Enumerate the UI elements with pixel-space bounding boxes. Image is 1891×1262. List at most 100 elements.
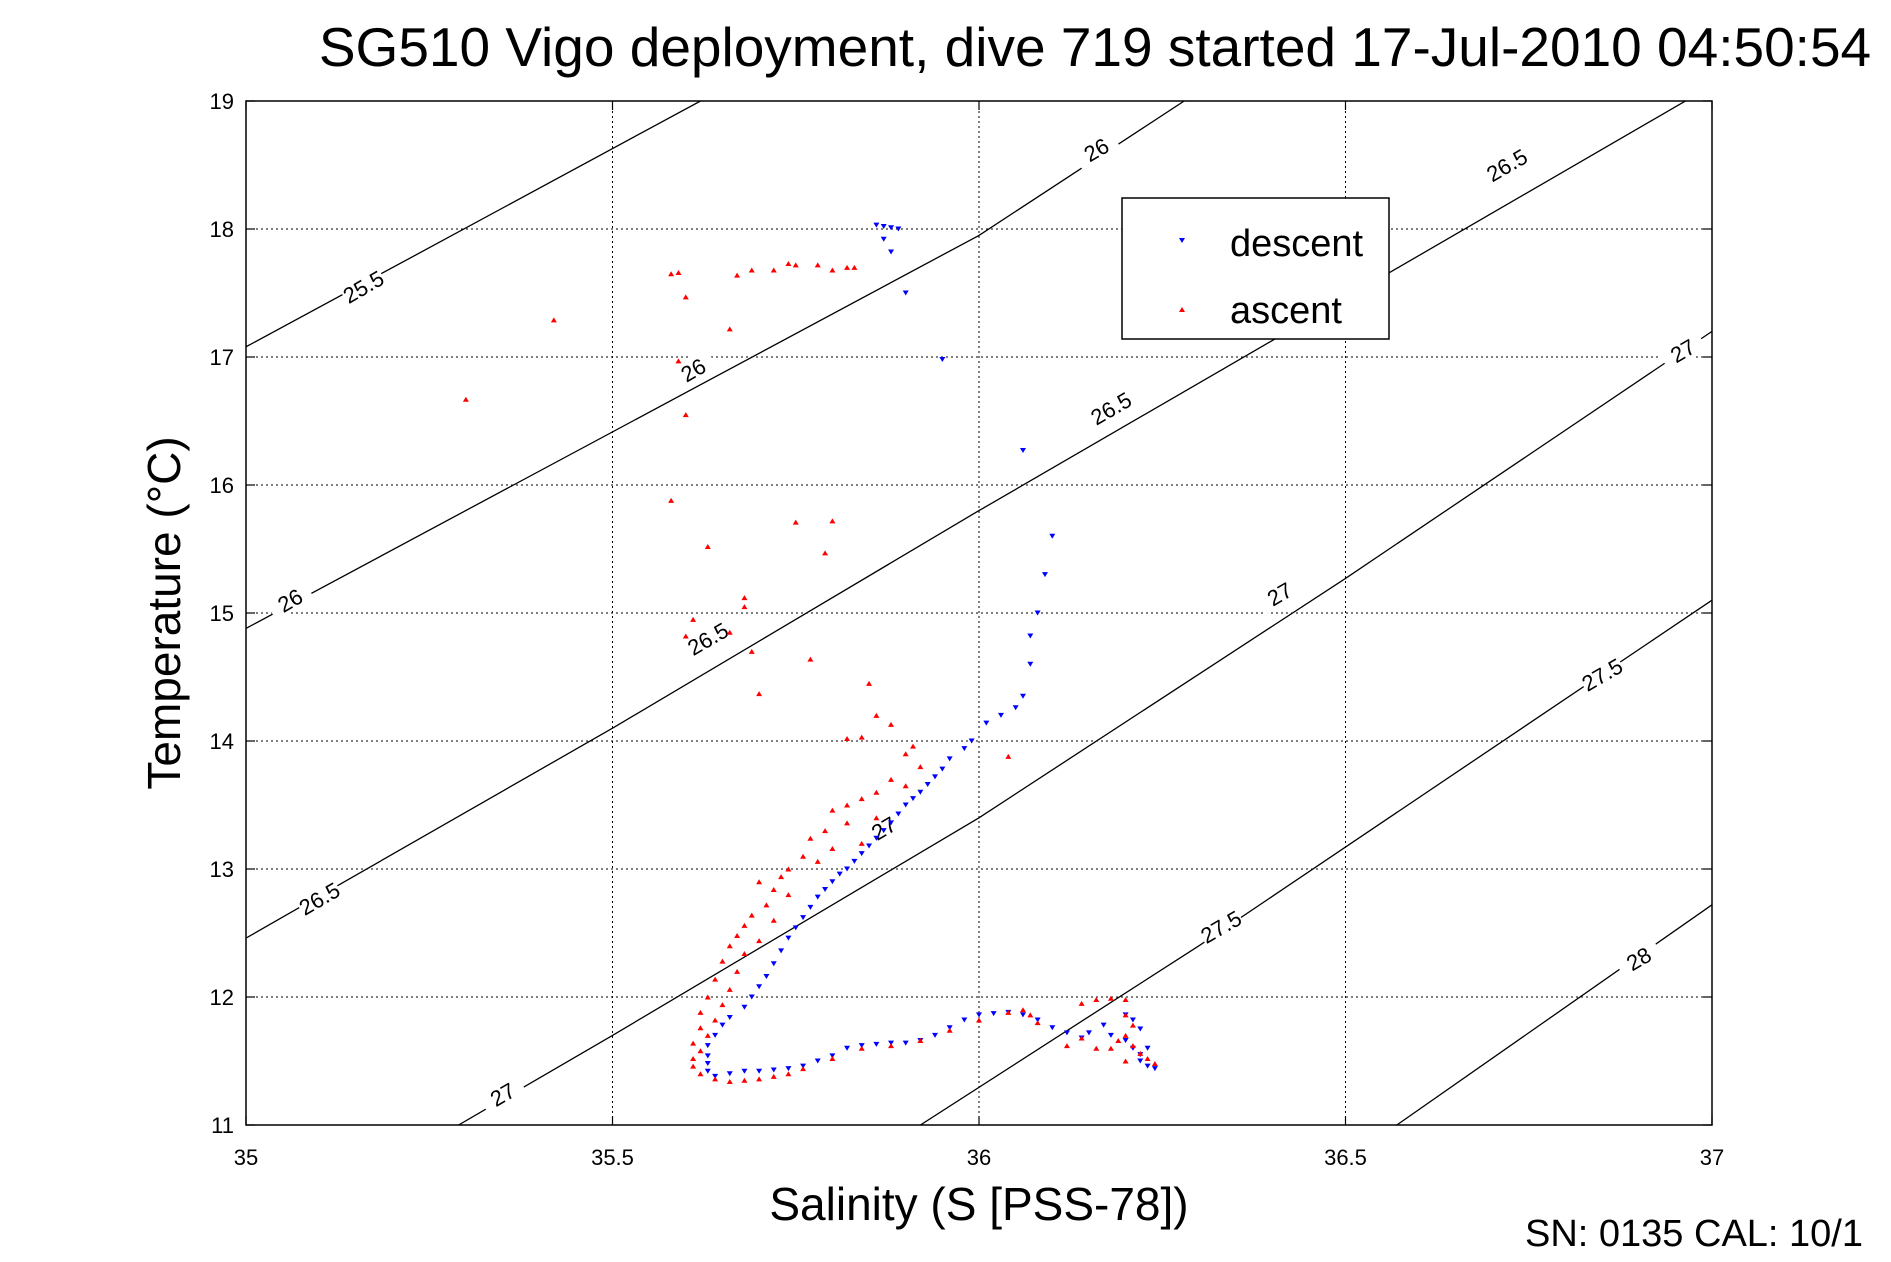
ascent-point [792,519,799,525]
descent-point [873,835,880,841]
ascent-point [1115,1038,1122,1044]
ascent-point [1093,997,1100,1003]
descent-point [1027,633,1034,639]
ascent-point [844,735,851,741]
ascent-point [785,866,792,872]
ascent-point [873,712,880,718]
descent-point [939,766,946,772]
descent-point [756,1068,763,1074]
ascent-point [726,326,733,332]
descent-point [1122,1038,1129,1044]
ascent-point [770,917,777,923]
descent-point [763,974,770,980]
ascent-point [1151,1061,1158,1067]
ascent-point [902,783,909,789]
ascent-point [844,802,851,808]
contour-label-bg [858,805,909,849]
descent-point [1100,1022,1107,1028]
ascent-point [697,1071,704,1077]
descent-point [1049,1025,1056,1031]
ascent-point [829,518,836,524]
descent-point [844,866,851,872]
ascent-point [704,1032,711,1038]
contour-line [458,330,1712,1125]
ascent-point [785,1071,792,1077]
descent-point [983,720,990,726]
descent-point [814,1058,821,1064]
ascent-point [976,1017,982,1023]
ascent-point [770,267,777,273]
ascent-point [704,994,711,1000]
descent-point [1034,1017,1041,1023]
descent-point [888,225,895,231]
contour-label-bg [667,347,718,391]
descent-point [704,1061,711,1067]
ascent-point [858,734,865,740]
ascent-point [668,497,675,503]
ascent-point [668,271,675,277]
contour-label-bg [337,264,388,308]
ascent-point [748,267,755,273]
contour-label-bg [682,616,733,660]
descent-point [1049,533,1056,539]
ascent-point [858,1045,865,1051]
ascent-point [741,922,748,928]
descent-point [844,1045,851,1051]
ascent-point [814,262,821,268]
ascent-point [1107,1045,1114,1051]
ascent-point [1078,1035,1085,1041]
ascent-point [697,1009,704,1015]
ascent-point [682,633,689,639]
ascent-point [829,1055,836,1061]
contour-label-bg [264,577,315,621]
descent-point [873,1041,880,1047]
contour-label: 26.5 [295,877,345,920]
y-tick-label: 11 [211,1113,234,1138]
descent-point [1151,1066,1158,1072]
ascent-point [697,1048,704,1054]
footer-sn-cal: SN: 0135 CAL: 10/1 [1525,1213,1863,1255]
descent-point [726,1014,733,1020]
ascent-point [873,815,880,821]
ascent-point [726,986,733,992]
contour-label: 26.5 [683,618,733,661]
ascent-point [917,1038,924,1044]
descent-point [1027,661,1034,667]
plot-area: 25.526262626.526.526.526.52727272727.527… [210,89,1725,1170]
ascent-point [741,604,748,610]
ascent-point [858,796,865,802]
ascent-point [462,396,469,402]
ascent-point [1078,1000,1085,1006]
ascent-point [1093,1045,1100,1051]
ascent-point [748,912,755,918]
ascent-point [807,835,814,841]
ascent-point [1137,1050,1144,1056]
ascent-point [770,886,777,892]
contour-line [246,101,1687,939]
ascent-point [1129,1022,1136,1028]
legend-ascent-marker [1179,307,1185,312]
ascent-point [748,648,755,654]
descent-point [946,756,953,762]
ascent-point [1005,1009,1012,1015]
contour-line [1396,904,1712,1125]
ascent-point [807,656,814,662]
contour-label: 27.5 [1578,653,1628,696]
y-tick-label: 14 [210,729,234,754]
ascent-point [741,595,748,601]
ascent-point [851,264,858,270]
contour-line [246,101,701,348]
descent-point [704,1043,711,1049]
descent-point [712,1032,719,1038]
descent-point [836,871,843,877]
descent-point [800,915,807,921]
ascent-point [778,874,785,880]
ascent-point [770,1073,777,1079]
descent-point [880,828,887,834]
descent-point [785,1066,792,1072]
ascent-point [1027,1012,1034,1018]
contour-label-bg [1576,652,1627,695]
ascent-point [902,751,909,757]
ascent-point [1122,1012,1129,1018]
descent-point [880,236,887,242]
